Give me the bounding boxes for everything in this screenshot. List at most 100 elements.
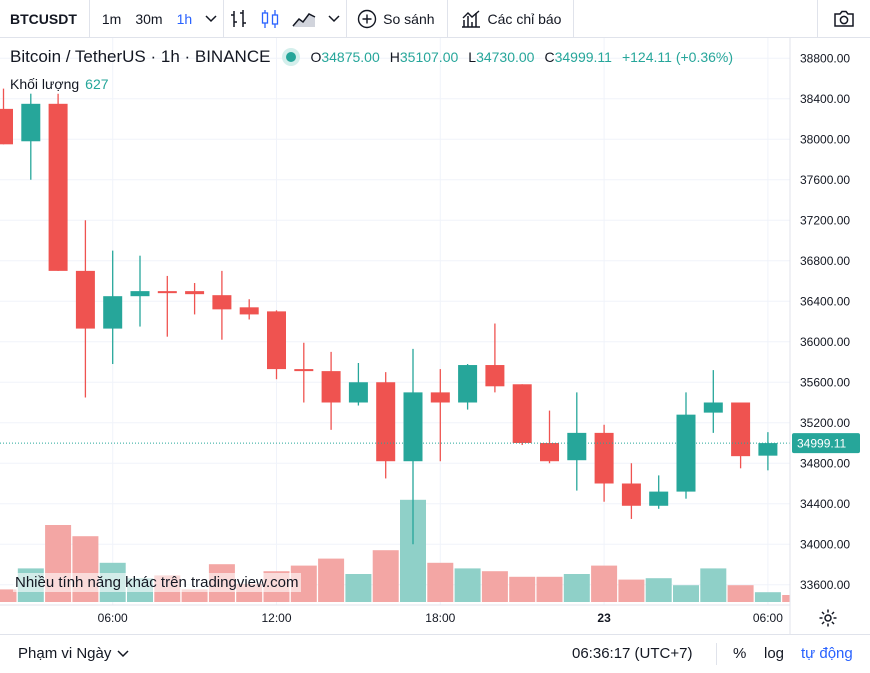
candle-body[interactable] xyxy=(185,291,205,295)
candle-body[interactable] xyxy=(731,402,751,457)
settings-gear-icon[interactable] xyxy=(814,605,842,631)
percent-scale-toggle[interactable]: % xyxy=(733,645,747,662)
price-tick-label: 34000.00 xyxy=(800,537,850,551)
date-range-button[interactable]: Phạm vi Ngày xyxy=(18,645,129,662)
price-tick-label: 34400.00 xyxy=(800,497,850,511)
indicators-button[interactable]: Các chỉ báo xyxy=(448,0,574,38)
candle-body[interactable] xyxy=(48,103,68,271)
price-chart[interactable]: 38800.00 38400.00 38000.00 37600.00 37200.00… xyxy=(0,38,870,634)
compare-label: So sánh xyxy=(383,10,435,27)
candle-body[interactable] xyxy=(157,291,177,294)
volume-bar xyxy=(591,565,618,602)
candle-body[interactable] xyxy=(758,443,778,456)
high-key: H xyxy=(389,49,400,65)
low-value: 34730.00 xyxy=(476,49,535,65)
price-tick-label: 37200.00 xyxy=(800,213,850,227)
candle-body[interactable] xyxy=(267,311,286,370)
plus-circle-icon xyxy=(357,9,377,28)
volume-bar xyxy=(427,562,454,602)
price-tick-label: 36800.00 xyxy=(800,254,850,268)
candle-body[interactable] xyxy=(512,384,532,443)
volume-bar xyxy=(673,585,699,602)
candle-body[interactable] xyxy=(239,307,259,315)
close-value: 34999.11 xyxy=(554,49,612,65)
volume-bar xyxy=(481,571,508,602)
candle-body[interactable] xyxy=(21,103,41,142)
volume-bar xyxy=(645,578,672,602)
candle-body[interactable] xyxy=(348,382,368,403)
candle-body[interactable] xyxy=(294,369,314,372)
volume-bar xyxy=(372,550,399,602)
area-style-icon[interactable] xyxy=(286,0,322,38)
high-value: 35107.00 xyxy=(399,49,459,65)
price-tick-label: 33600.00 xyxy=(800,578,850,592)
candle-body[interactable] xyxy=(376,382,396,462)
volume-bar xyxy=(318,558,345,602)
time-tick-label: 12:00 xyxy=(261,611,291,625)
volume-bar xyxy=(700,568,727,602)
bars-style-icon[interactable] xyxy=(224,0,254,38)
candle-body[interactable] xyxy=(567,432,587,461)
time-tick-label: 06:00 xyxy=(753,611,783,625)
price-tick-label: 35200.00 xyxy=(800,416,850,430)
candle-body[interactable] xyxy=(212,295,232,310)
volume-bar xyxy=(345,574,372,602)
candle-body[interactable] xyxy=(75,270,95,329)
candle-body[interactable] xyxy=(0,108,13,145)
volume-bar xyxy=(509,576,536,602)
chart-style-dropdown-chevron-icon[interactable] xyxy=(322,0,346,38)
open-key: O xyxy=(310,49,322,65)
candle-body[interactable] xyxy=(540,443,559,462)
volume-value: 627 xyxy=(85,76,109,92)
change-value: +124.11 (+0.36%) xyxy=(621,49,734,65)
price-tick-label: 38400.00 xyxy=(800,92,850,106)
candle-body[interactable] xyxy=(649,491,669,506)
candle-body[interactable] xyxy=(485,365,505,387)
price-tick-label: 34800.00 xyxy=(800,456,850,470)
low-key: L xyxy=(468,49,477,65)
interval-1m[interactable]: 1m xyxy=(101,10,122,27)
volume-bar xyxy=(727,585,754,602)
candle-body[interactable] xyxy=(103,296,123,329)
top-toolbar: BTCUSDT 1m 30m 1h So sánh Các chỉ báo xyxy=(0,0,870,38)
bottom-divider xyxy=(716,643,717,665)
candle-body[interactable] xyxy=(130,291,150,297)
price-tick-label: 36400.00 xyxy=(800,294,850,308)
candles-style-icon[interactable] xyxy=(254,0,286,38)
timezone-clock[interactable]: 06:36:17 (UTC+7) xyxy=(572,645,693,662)
candle-body[interactable] xyxy=(594,432,614,484)
ohlc-values: O34875.00 H35107.00 L34730.00 C34999.11 … xyxy=(310,49,733,65)
interval-dropdown-chevron-icon[interactable] xyxy=(199,0,223,38)
toolbar-divider xyxy=(223,0,225,38)
tradingview-link[interactable]: Nhiều tính năng khác trên tradingview.co… xyxy=(13,573,301,592)
last-price-label: 34999.11 xyxy=(797,437,846,451)
volume-bar xyxy=(0,589,17,602)
candle-body[interactable] xyxy=(621,483,641,506)
time-tick-label: 18:00 xyxy=(425,611,455,625)
candle-body[interactable] xyxy=(321,371,341,403)
interval-1h[interactable]: 1h xyxy=(176,10,193,27)
volume-legend: Khối lượng 627 xyxy=(10,76,109,92)
screenshot-camera-icon[interactable] xyxy=(817,0,870,38)
candle-body[interactable] xyxy=(676,414,696,492)
compare-button[interactable]: So sánh xyxy=(347,0,446,38)
toolbar-divider xyxy=(346,0,348,38)
candle-body[interactable] xyxy=(458,365,478,403)
log-scale-toggle[interactable]: log xyxy=(764,645,785,662)
indicators-icon xyxy=(461,9,480,28)
time-tick-label: 23 xyxy=(597,611,611,625)
chart-legend: Bitcoin / TetherUS · 1h · BINANCE O34875… xyxy=(10,47,733,67)
time-tick-label: 06:00 xyxy=(98,611,128,625)
date-range-label: Phạm vi Ngày xyxy=(18,645,112,662)
toolbar-divider xyxy=(573,0,575,38)
price-tick-label: 38000.00 xyxy=(800,132,850,146)
bottom-toolbar: Phạm vi Ngày 06:36:17 (UTC+7) % log tự đ… xyxy=(0,634,870,673)
candle-body[interactable] xyxy=(703,402,723,413)
candle-body[interactable] xyxy=(403,392,423,462)
market-status-dot xyxy=(286,52,297,62)
candle-body[interactable] xyxy=(430,392,450,403)
interval-30m[interactable]: 30m xyxy=(135,10,163,27)
auto-scale-toggle[interactable]: tự động xyxy=(801,645,853,662)
volume-bar xyxy=(72,536,99,602)
symbol-search[interactable]: BTCUSDT xyxy=(0,0,90,38)
